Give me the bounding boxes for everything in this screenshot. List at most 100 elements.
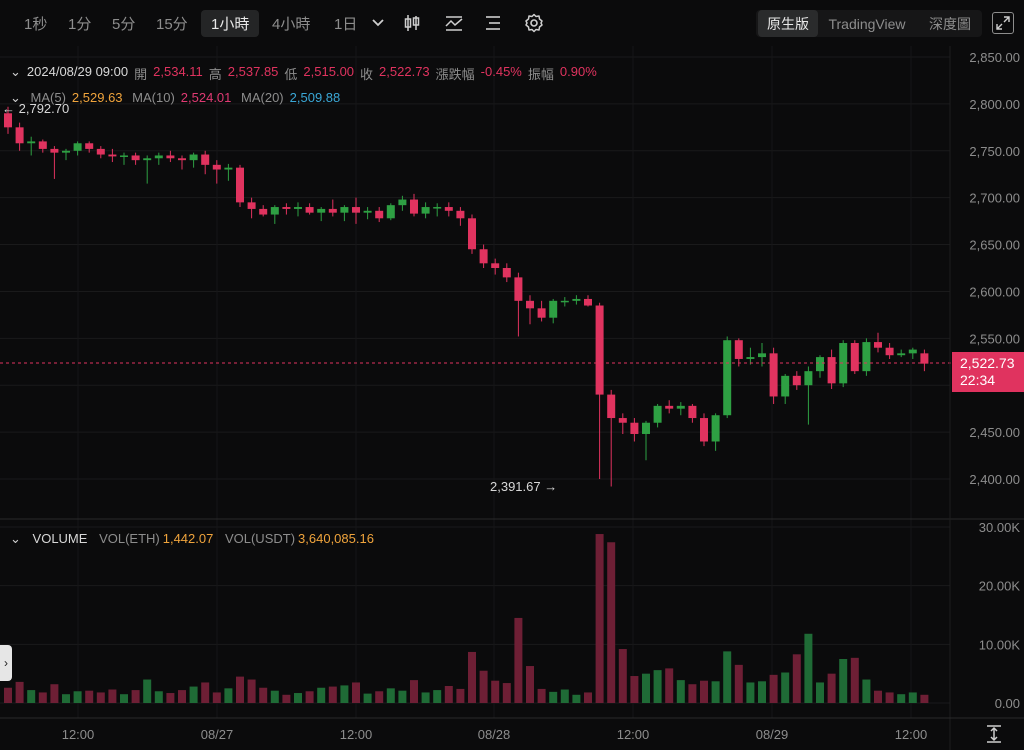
candles <box>4 106 929 487</box>
volume-bar <box>352 682 360 703</box>
interval-1d[interactable]: 1日 <box>334 16 358 33</box>
volume-bar <box>908 692 917 703</box>
candle-body <box>618 418 627 423</box>
volume-collapse-icon[interactable]: ⌄ <box>10 531 21 546</box>
price-tick-label: 2,600.00 <box>969 284 1020 299</box>
volume-bar <box>607 542 616 703</box>
volume-bar <box>294 693 302 703</box>
candle-countdown: 22:34 <box>960 372 996 388</box>
volume-bar <box>700 680 708 703</box>
volume-bar <box>723 651 732 703</box>
candle-body <box>386 205 395 219</box>
candle-body <box>700 418 708 442</box>
ma20-label: MA(20) <box>241 90 284 105</box>
volume-bar <box>676 680 685 703</box>
fullscreen-icon[interactable] <box>992 12 1014 34</box>
ohlc-collapse-icon[interactable]: ⌄ <box>10 64 21 79</box>
interval-1s[interactable]: 1秒 <box>24 16 48 33</box>
candle-body <box>444 207 453 211</box>
candle-body <box>874 342 882 348</box>
candle-body <box>433 207 442 209</box>
volume-bar <box>595 534 604 703</box>
volume-bar <box>317 687 326 703</box>
view-depth[interactable]: 深度圖 <box>929 15 971 32</box>
candle-body <box>526 300 534 309</box>
chevron-down-icon[interactable] <box>366 11 390 35</box>
volume-bar <box>154 691 163 703</box>
interval-4h[interactable]: 4小時 <box>272 16 311 33</box>
volume-bars <box>4 534 929 703</box>
expand-handle[interactable]: › <box>0 645 12 681</box>
volume-legend: ⌄ VOLUME VOL(ETH) 1,442.07 VOL(USDT) 3,640… <box>10 531 382 547</box>
candle-body <box>734 340 743 359</box>
volume-bar <box>328 686 337 703</box>
candle-body <box>189 154 198 161</box>
price-tick-label: 2,850.00 <box>969 50 1020 65</box>
volume-bar <box>73 691 82 703</box>
candle-body <box>4 113 12 128</box>
candlestick-type-icon[interactable] <box>400 11 424 35</box>
volume-bar <box>143 679 152 703</box>
reset-axis-icon[interactable] <box>984 724 1004 744</box>
gear-icon[interactable] <box>522 11 546 35</box>
candle-body <box>479 249 488 264</box>
ohlc-datetime: 2024/08/29 09:00 <box>26 64 129 79</box>
candle-body <box>781 375 790 397</box>
list-settings-icon[interactable] <box>482 11 506 35</box>
candle-body <box>560 300 569 303</box>
interval-1h[interactable]: 1小時 <box>201 10 260 37</box>
candle-body <box>920 353 929 364</box>
volume-bar <box>456 688 465 703</box>
candle-body <box>421 207 430 214</box>
view-tradingview[interactable]: TradingView <box>828 15 906 32</box>
ma-collapse-icon[interactable]: ⌄ <box>10 90 21 105</box>
volume-bar <box>839 659 848 703</box>
volume-bar <box>792 654 801 703</box>
interval-15m[interactable]: 15分 <box>156 16 188 33</box>
candle-body <box>282 207 291 209</box>
volume-bar <box>816 682 824 703</box>
max-price-annotation: ← 2,792.70 <box>2 101 70 116</box>
price-tick-label: 2,700.00 <box>969 191 1020 206</box>
candle-body <box>653 405 662 423</box>
ma5-value: 2,529.63 <box>71 90 123 105</box>
candle-body <box>665 405 674 409</box>
view-native[interactable]: 原生版 <box>758 10 818 37</box>
volume-bar <box>108 689 117 703</box>
volume-title: VOLUME <box>32 531 88 546</box>
volume-bar <box>236 676 244 703</box>
volume-bar <box>38 692 47 703</box>
volume-bar <box>618 649 627 703</box>
volume-bar <box>850 657 859 703</box>
indicator-icon[interactable] <box>442 11 466 35</box>
volume-bar <box>189 686 198 703</box>
volume-bar <box>468 651 476 703</box>
candle-body <box>537 308 546 318</box>
candle-body <box>769 353 778 397</box>
volume-bar <box>630 676 639 703</box>
candle-body <box>827 357 836 384</box>
low-label: 低 <box>284 67 298 82</box>
min-price-annotation: 2,391.67 → <box>490 479 558 494</box>
volume-bar <box>804 633 813 703</box>
change-label: 漲跌幅 <box>435 67 475 82</box>
time-tick-label: 08/28 <box>478 727 511 742</box>
view-switch: 原生版 TradingView 深度圖 <box>756 10 982 37</box>
candle-body <box>908 349 917 354</box>
chevron-right-icon: › <box>4 656 8 670</box>
volume-tick-label: 10.00K <box>979 637 1021 652</box>
volume-bar <box>514 617 523 703</box>
close-label: 收 <box>360 67 374 82</box>
time-tick-label: 12:00 <box>617 727 650 742</box>
candle-body <box>201 154 210 165</box>
candle-body <box>758 353 766 358</box>
ma5-label: MA(5) <box>30 90 66 105</box>
volume-bar <box>305 691 314 703</box>
volume-bar <box>178 690 186 703</box>
candle-body <box>96 148 105 155</box>
interval-1m[interactable]: 1分 <box>68 16 92 33</box>
volume-tick-label: 30.00K <box>979 520 1021 535</box>
interval-5m[interactable]: 5分 <box>112 16 136 33</box>
volume-bar <box>653 670 662 703</box>
